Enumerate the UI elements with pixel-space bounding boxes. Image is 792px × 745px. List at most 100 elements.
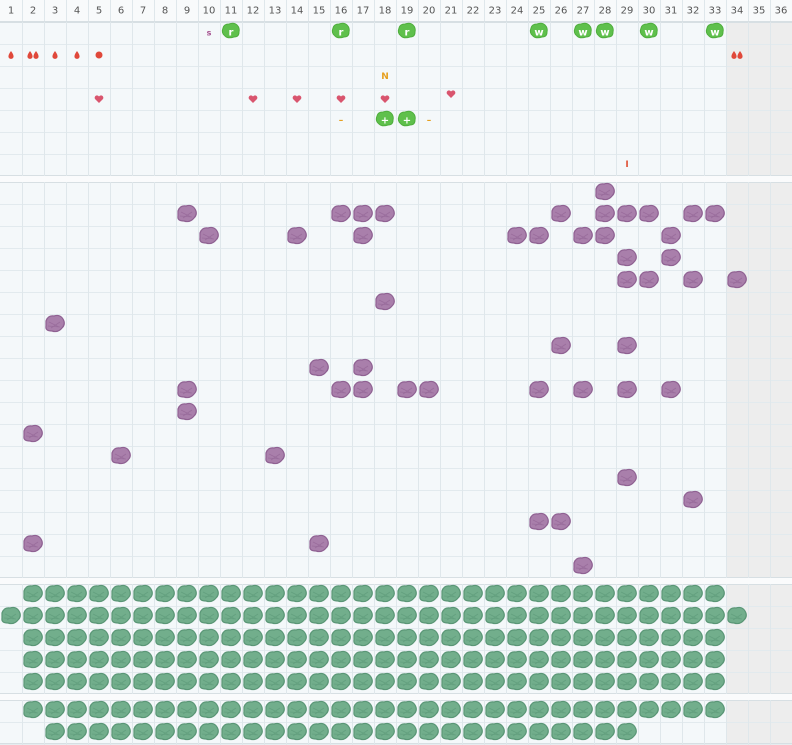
resource-blob-texture	[267, 707, 281, 715]
resource-blob	[111, 722, 131, 741]
task-blob-texture	[575, 387, 589, 395]
resource-blob-texture	[223, 679, 237, 687]
resource-blob	[45, 722, 65, 741]
resource-blob-texture	[267, 729, 281, 737]
task-blob-texture	[685, 211, 699, 219]
task-blob	[683, 204, 703, 223]
resource-blob-texture	[597, 635, 611, 643]
task-blob-texture	[289, 233, 303, 241]
resource-blob	[639, 606, 659, 625]
resource-blob-texture	[465, 657, 479, 665]
resource-blob-texture	[399, 591, 413, 599]
task-blob-texture	[267, 453, 281, 461]
resource-blob	[661, 672, 681, 691]
task-blob	[353, 204, 373, 223]
resource-blob	[309, 584, 329, 603]
task-blob-texture	[663, 233, 677, 241]
resource-blob-texture	[289, 635, 303, 643]
task-blob-texture	[311, 365, 325, 373]
resource-blob	[133, 700, 153, 719]
task-blob	[397, 380, 417, 399]
resource-blob	[485, 700, 505, 719]
resource-blob	[177, 700, 197, 719]
resource-blob	[89, 584, 109, 603]
drop	[33, 51, 39, 59]
resource-blob-texture	[443, 613, 457, 621]
badge-label: +	[403, 116, 411, 127]
resource-blob	[397, 700, 417, 719]
resource-blob-texture	[311, 707, 325, 715]
resource-blob-texture	[333, 591, 347, 599]
section-gap	[0, 578, 792, 584]
resource-blob	[529, 628, 549, 647]
resource-blob	[287, 672, 307, 691]
resource-blob-texture	[597, 729, 611, 737]
resource-blob-texture	[201, 613, 215, 621]
resource-blob	[419, 700, 439, 719]
resource-blob-texture	[399, 707, 413, 715]
resource-blob-texture	[135, 729, 149, 737]
resource-blob	[617, 722, 637, 741]
resource-blob-texture	[641, 635, 655, 643]
task-blob	[529, 226, 549, 245]
resource-blob-texture	[289, 657, 303, 665]
task-blob	[573, 380, 593, 399]
column-number: 36	[775, 6, 788, 17]
resource-blob	[595, 628, 615, 647]
task-blob-texture	[399, 387, 413, 395]
column-number: 4	[74, 6, 80, 17]
resource-blob-texture	[443, 707, 457, 715]
task-blob-texture	[663, 255, 677, 263]
task-blob-texture	[333, 211, 347, 219]
resource-blob	[199, 700, 219, 719]
resource-blob-texture	[685, 707, 699, 715]
resource-blob-texture	[465, 729, 479, 737]
resource-blob-texture	[245, 613, 259, 621]
column-number: 34	[731, 6, 744, 17]
resource-blob	[221, 584, 241, 603]
resource-blob	[287, 628, 307, 647]
column-number: 30	[643, 6, 656, 17]
resource-blob	[397, 650, 417, 669]
task-blob-texture	[355, 233, 369, 241]
task-blob-texture	[553, 519, 567, 527]
task-blob	[551, 336, 571, 355]
resource-blob	[485, 722, 505, 741]
task-blob-texture	[355, 211, 369, 219]
resource-blob-texture	[575, 679, 589, 687]
resource-blob	[265, 700, 285, 719]
resource-blob	[67, 672, 87, 691]
task-blob-texture	[641, 211, 655, 219]
resource-blob-texture	[311, 679, 325, 687]
task-blob	[661, 226, 681, 245]
resource-blob	[265, 722, 285, 741]
resource-blob-texture	[421, 707, 435, 715]
resource-blob	[683, 628, 703, 647]
resource-blob-texture	[575, 729, 589, 737]
resource-blob	[485, 650, 505, 669]
resource-blob	[507, 722, 527, 741]
resource-blob-texture	[509, 591, 523, 599]
inactive-columns	[726, 22, 792, 176]
badge-label: w	[578, 28, 587, 39]
resource-blob	[639, 584, 659, 603]
resource-blob-texture	[69, 729, 83, 737]
resource-blob-texture	[157, 679, 171, 687]
resource-blob	[287, 722, 307, 741]
resource-blob-texture	[135, 613, 149, 621]
resource-blob	[23, 672, 43, 691]
label: I	[625, 160, 628, 170]
resource-blob	[309, 628, 329, 647]
resource-blob-texture	[47, 679, 61, 687]
resource-blob-texture	[487, 679, 501, 687]
resource-blob	[639, 672, 659, 691]
resource-blob	[485, 606, 505, 625]
resource-blob	[89, 606, 109, 625]
task-blob-texture	[47, 321, 61, 329]
resource-blob	[331, 700, 351, 719]
resource-blob-texture	[575, 635, 589, 643]
task-blob-texture	[531, 519, 545, 527]
resource-blob	[463, 628, 483, 647]
resource-blob-texture	[311, 729, 325, 737]
resource-blob-texture	[267, 613, 281, 621]
